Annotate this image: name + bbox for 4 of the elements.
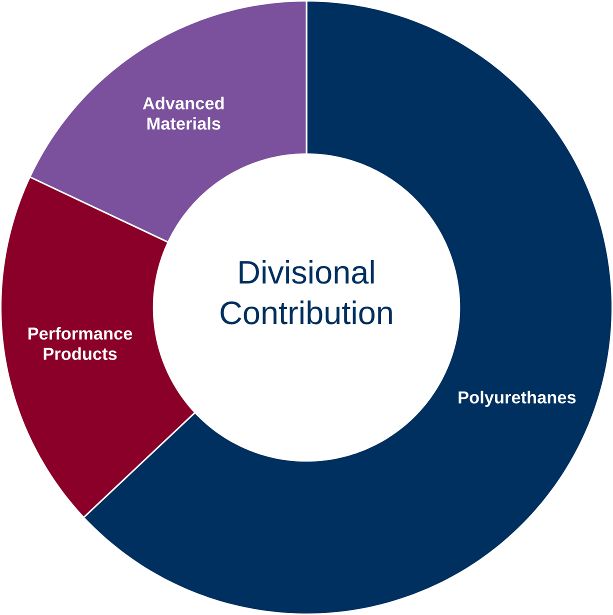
text: Divisional Contribution	[220, 260, 392, 324]
slice-label: Performance Products	[28, 327, 132, 360]
slice-label: Advanced Materials	[142, 96, 224, 130]
slice-label: Polyurethanes	[458, 390, 576, 407]
